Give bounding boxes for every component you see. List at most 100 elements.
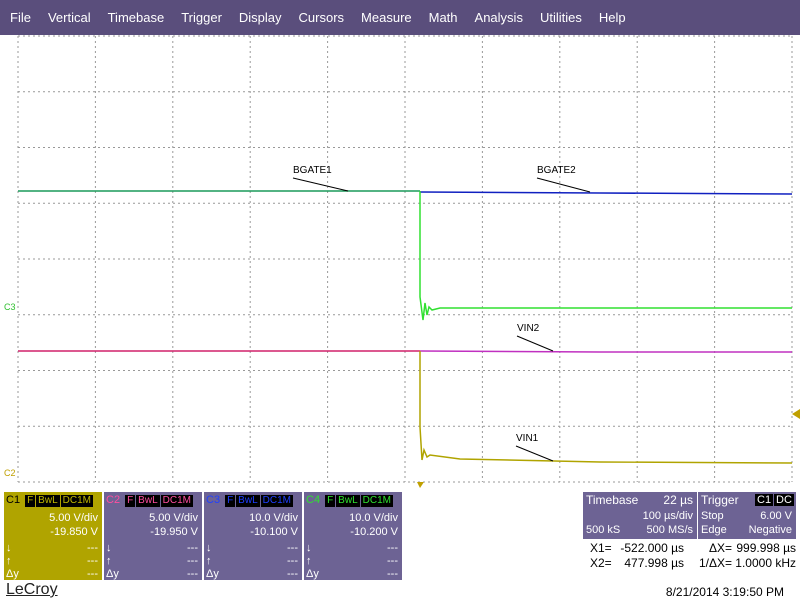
channel-offset: -19.850 V [50, 526, 98, 538]
channel-tag: F [125, 495, 136, 507]
timestamp: 8/21/2014 3:19:50 PM [665, 585, 784, 599]
side-marker: C2 [4, 468, 16, 478]
channel-tag: F [225, 495, 236, 507]
channel-panel[interactable]: C3 F BwL DC1M 10.0 V/div -10.100 V ↓ --- ↑ --- Δy -… [204, 492, 302, 580]
level-marker [792, 409, 800, 419]
channel-scale: 10.0 V/div [249, 512, 298, 524]
channel-row: ↑ --- [6, 555, 98, 567]
side-marker: C3 [4, 302, 16, 312]
channel-scale: 5.00 V/div [49, 512, 98, 524]
cursor-label: 1/ΔX= [698, 556, 732, 570]
row-value: --- [187, 542, 198, 554]
channel-row: Δy --- [206, 568, 298, 580]
menu-item[interactable]: Math [428, 10, 458, 25]
channel-row: Δy --- [106, 568, 198, 580]
cursor-label: X1= [590, 541, 612, 555]
channel-scale: 5.00 V/div [149, 512, 198, 524]
row-label: Δy [206, 568, 219, 580]
row-value: --- [387, 542, 398, 554]
channel-tag: DC1M [160, 495, 193, 507]
channel-row: ↓ --- [206, 542, 298, 554]
menu-item[interactable]: Measure [361, 10, 412, 25]
trigger-mode: Stop [701, 510, 724, 522]
row-label: ↓ [6, 542, 12, 554]
menu-item[interactable]: Analysis [474, 10, 523, 25]
channel-tag: DC1M [360, 495, 393, 507]
channel-panel[interactable]: C4 F BwL DC1M 10.0 V/div -10.200 V ↓ --- ↑ --- Δy -… [304, 492, 402, 580]
menu-item[interactable]: Trigger [181, 10, 222, 25]
trace-c2b [419, 350, 792, 353]
channel-row: ↓ --- [6, 542, 98, 554]
menu-item[interactable]: Cursors [298, 10, 345, 25]
timebase-box[interactable]: Timebase 22 µs 100 µs/div 500 kS 500 MS/s [583, 492, 697, 539]
row-value: --- [387, 568, 398, 580]
channel-tag: BwL [336, 495, 360, 507]
cursor-label: X2= [590, 556, 612, 570]
menu-item[interactable]: Timebase [107, 10, 165, 25]
channel-tag: BwL [36, 495, 60, 507]
trigger-source: C1 [755, 494, 774, 506]
traces [18, 190, 793, 464]
row-value: --- [187, 568, 198, 580]
brand: LeCroy [6, 581, 58, 598]
channel-row: Δy --- [306, 568, 398, 580]
channel-offset: -10.200 V [350, 526, 398, 538]
trigger-type: Edge [701, 524, 727, 536]
cursor-value: 999.998 µs [736, 541, 796, 555]
channel-offset: -19.950 V [150, 526, 198, 538]
menu-bar: File Vertical Timebase Trigger Display Cursor… [0, 0, 800, 35]
trigger-coupling: DC [774, 494, 794, 506]
channel-header: C3 F BwL DC1M [206, 494, 293, 507]
channel-row: ↑ --- [206, 555, 298, 567]
channel-row: ↓ --- [106, 542, 198, 554]
channel-header: C2 F BwL DC1M [106, 494, 193, 507]
row-label: ↑ [206, 555, 212, 567]
timebase-rate: 500 MS/s [646, 524, 693, 536]
menu-item[interactable]: Vertical [47, 10, 91, 25]
trace-label: BGATE2 [537, 165, 576, 176]
grid [17, 35, 793, 483]
trace-c3 [419, 191, 793, 195]
row-value: --- [287, 542, 298, 554]
cursor-value: 1.0000 kHz [735, 556, 796, 570]
channel-panel[interactable]: C2 F BwL DC1M 5.00 V/div -19.950 V ↓ --- ↑ --- Δy -… [104, 492, 202, 580]
row-value: --- [87, 542, 98, 554]
channel-row: ↑ --- [106, 555, 198, 567]
trigger-slope: Negative [748, 524, 792, 536]
channel-name: C4 [306, 494, 321, 506]
channel-scale: 10.0 V/div [349, 512, 398, 524]
row-label: Δy [106, 568, 119, 580]
channel-tag: F [325, 495, 336, 507]
menu-item[interactable]: Help [598, 10, 626, 25]
channel-panel[interactable]: C1 F BwL DC1M 5.00 V/div -19.850 V ↓ --- ↑ --- Δy -… [4, 492, 102, 580]
row-value: --- [287, 555, 298, 567]
trace-label: VIN1 [516, 433, 539, 444]
label-leaders [292, 177, 591, 462]
row-label: ↓ [106, 542, 112, 554]
channel-tag: DC1M [60, 495, 93, 507]
row-value: --- [187, 555, 198, 567]
menu-item[interactable]: Display [238, 10, 282, 25]
trace-label: BGATE1 [293, 165, 332, 176]
channel-tag: BwL [236, 495, 260, 507]
cursor-label: ΔX= [708, 541, 732, 555]
menu-item[interactable]: Utilities [539, 10, 582, 25]
timebase-scale: 100 µs/div [642, 510, 693, 522]
trigger-box[interactable]: Trigger C1 DC Stop 6.00 V Edge Negative [698, 492, 796, 539]
row-value: --- [87, 568, 98, 580]
trace-label: VIN2 [517, 323, 540, 334]
scope-display [17, 35, 800, 488]
trigger-level: 6.00 V [760, 510, 792, 522]
row-label: ↑ [106, 555, 112, 567]
row-label: ↓ [306, 542, 312, 554]
trace-c4-step [419, 191, 792, 321]
channel-name: C3 [206, 494, 221, 506]
channel-name: C2 [106, 494, 121, 506]
channel-header: C4 F BwL DC1M [306, 494, 393, 507]
channel-header: C1 F BwL DC1M [6, 494, 93, 507]
channel-offset: -10.100 V [250, 526, 298, 538]
menu-item[interactable]: File [10, 10, 31, 25]
channel-row: Δy --- [6, 568, 98, 580]
channel-row: ↑ --- [306, 555, 398, 567]
